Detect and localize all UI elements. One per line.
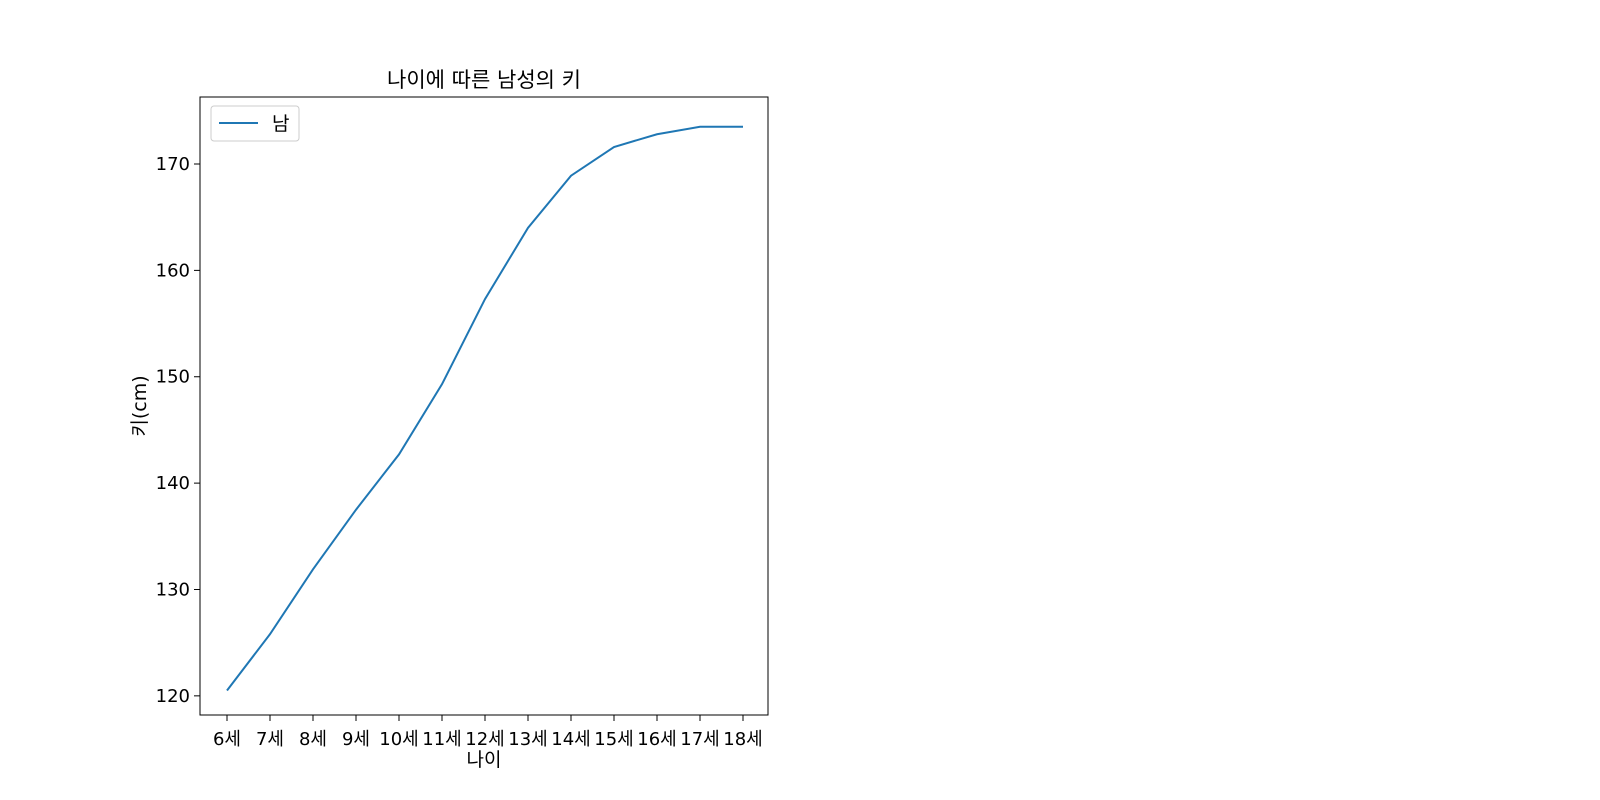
x-tick-label: 15세 (594, 729, 633, 750)
x-tick-label: 16세 (637, 729, 676, 750)
x-axis: 6세 7세 8세 9세 10세 11세 12세 13세 14세 15세 16세 17세 18세 (213, 715, 763, 750)
y-tick-label: 120 (156, 686, 190, 707)
legend-label-남: 남 (272, 113, 289, 135)
x-tick-label: 6세 (213, 729, 241, 750)
y-tick-label: 140 (156, 473, 190, 494)
chart-title: 나이에 따른 남성의 키 (387, 68, 581, 92)
x-axis-label: 나이 (467, 749, 502, 771)
y-tick-label: 130 (156, 579, 190, 600)
x-tick-label: 18세 (723, 729, 762, 750)
x-tick-label: 12세 (465, 729, 504, 750)
x-tick-label: 7세 (256, 729, 284, 750)
x-tick-label: 17세 (680, 729, 719, 750)
x-tick-label: 11세 (422, 729, 461, 750)
x-tick-label: 14세 (551, 729, 590, 750)
x-tick-label: 8세 (299, 729, 327, 750)
series-line-남 (226, 125, 743, 692)
x-tick-label: 9세 (342, 729, 370, 750)
x-tick-label: 13세 (508, 729, 547, 750)
y-tick-label: 150 (156, 367, 190, 388)
y-tick-label: 160 (156, 260, 190, 281)
y-tick-label: 170 (156, 154, 190, 175)
legend: 남 (210, 105, 300, 142)
y-axis: 120 130 140 150 160 170 (156, 154, 200, 707)
x-tick-label: 10세 (379, 729, 418, 750)
y-axis-label: 키(cm) (129, 375, 151, 436)
plot-area (199, 96, 769, 716)
